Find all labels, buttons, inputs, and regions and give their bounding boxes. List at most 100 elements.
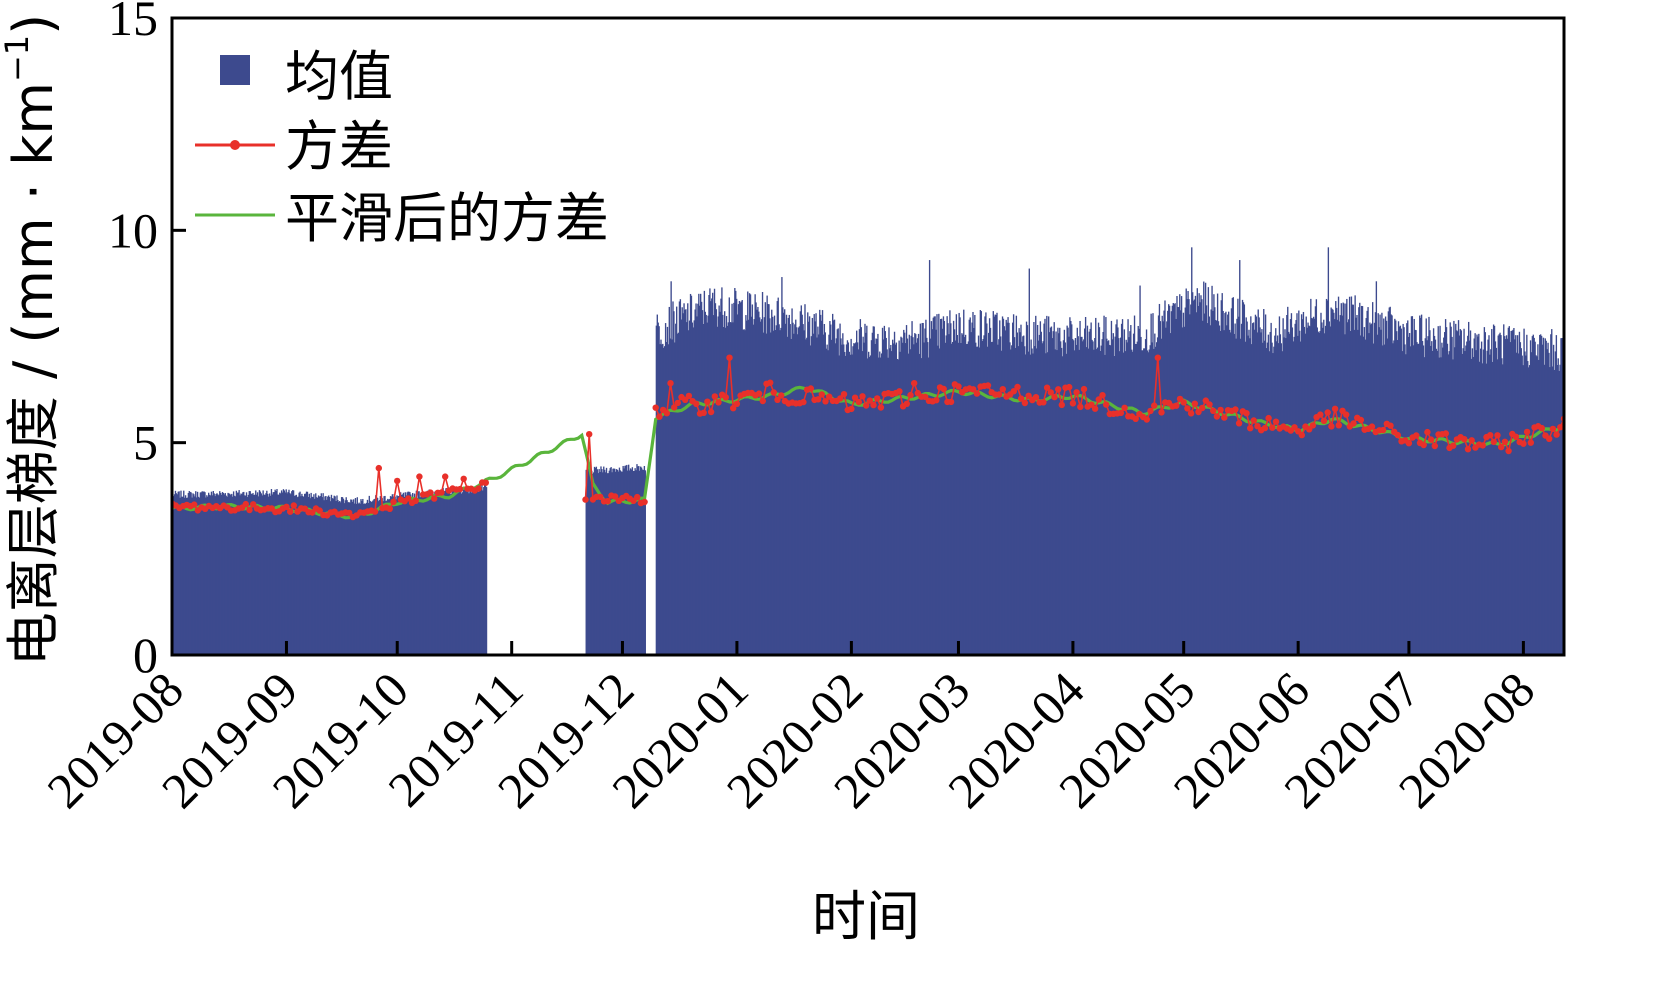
variance-point <box>1221 414 1227 420</box>
variance-point <box>1151 402 1157 408</box>
variance-point <box>1406 440 1412 446</box>
variance-point <box>1055 386 1061 392</box>
variance-point <box>1413 432 1419 438</box>
variance-point <box>1336 422 1342 428</box>
variance-point <box>1273 419 1279 425</box>
variance-point <box>586 431 592 437</box>
y-axis-title-sup: −1 <box>0 35 36 82</box>
variance-point <box>1214 413 1220 419</box>
variance-point <box>1192 401 1198 407</box>
variance-point <box>948 399 954 405</box>
variance-point <box>1487 432 1493 438</box>
variance-point <box>1066 384 1072 390</box>
legend-variance-label: 方差 <box>285 115 393 178</box>
variance-point <box>1217 407 1223 413</box>
variance-point <box>1092 406 1098 412</box>
variance-point <box>726 355 732 361</box>
variance-point <box>416 473 422 479</box>
variance-point <box>1332 406 1338 412</box>
variance-point <box>760 398 766 404</box>
variance-point <box>756 390 762 396</box>
variance-point <box>394 478 400 484</box>
variance-point <box>1505 448 1511 454</box>
variance-point <box>475 485 481 491</box>
variance-point <box>1343 411 1349 417</box>
variance-point <box>431 495 437 501</box>
variance-point <box>1236 420 1242 426</box>
variance-point <box>390 499 396 505</box>
variance-point <box>1321 418 1327 424</box>
variance-point <box>1099 392 1105 398</box>
variance-point <box>605 498 611 504</box>
y-tick-label: 5 <box>133 415 158 471</box>
legend-mean-label: 均值 <box>285 45 393 108</box>
variance-point <box>442 473 448 479</box>
variance-point <box>438 489 444 495</box>
variance-point <box>778 392 784 398</box>
variance-point <box>1014 384 1020 390</box>
legend: 均值 方差 平滑后的方差 <box>195 45 609 250</box>
variance-point <box>1553 431 1559 437</box>
y-tick-label: 10 <box>108 202 158 258</box>
variance-point <box>1243 410 1249 416</box>
variance-point <box>1387 423 1393 429</box>
variance-point <box>1421 442 1427 448</box>
variance-point <box>291 502 297 508</box>
variance-point <box>1070 400 1076 406</box>
variance-point <box>767 380 773 386</box>
variance-point <box>246 507 252 513</box>
variance-point <box>701 410 707 416</box>
variance-point <box>1395 432 1401 438</box>
variance-point <box>1513 434 1519 440</box>
variance-point <box>1350 420 1356 426</box>
variance-point <box>1524 429 1530 435</box>
variance-point <box>874 395 880 401</box>
variance-point <box>1188 410 1194 416</box>
variance-point <box>1465 446 1471 452</box>
x-axis: 2019-082019-092019-102019-112019-122020-… <box>36 641 1545 819</box>
variance-point <box>457 486 463 492</box>
variance-point <box>933 397 939 403</box>
svg-text:电离层梯度 / (mm · km−1): 电离层梯度 / (mm · km−1) <box>0 14 65 666</box>
variance-point <box>1358 417 1364 423</box>
variance-point <box>641 499 647 505</box>
variance-point <box>1269 425 1275 431</box>
variance-point <box>693 401 699 407</box>
variance-point <box>1081 386 1087 392</box>
legend-mean-swatch <box>220 55 250 85</box>
variance-point <box>819 391 825 397</box>
variance-point <box>1528 440 1534 446</box>
variance-point <box>1251 417 1257 423</box>
variance-point <box>1073 389 1079 395</box>
variance-point <box>1502 439 1508 445</box>
variance-point <box>704 399 710 405</box>
variance-point <box>1206 401 1212 407</box>
variance-point <box>1328 423 1334 429</box>
variance-point <box>413 498 419 504</box>
variance-point <box>1040 399 1046 405</box>
variance-point <box>1155 355 1161 361</box>
x-axis-title: 时间 <box>812 885 920 948</box>
variance-point <box>1380 427 1386 433</box>
variance-point <box>1369 423 1375 429</box>
variance-point <box>848 406 854 412</box>
variance-point <box>1210 408 1216 414</box>
variance-point <box>287 509 293 515</box>
variance-point <box>582 496 588 502</box>
variance-point <box>1022 400 1028 406</box>
variance-point <box>1000 386 1006 392</box>
variance-point <box>1077 404 1083 410</box>
variance-point <box>896 388 902 394</box>
variance-point <box>427 489 433 495</box>
variance-point <box>1428 436 1434 442</box>
variance-point <box>1121 405 1127 411</box>
variance-point <box>1443 430 1449 436</box>
variance-point <box>1181 399 1187 405</box>
variance-point <box>856 399 862 405</box>
variance-point <box>1325 409 1331 415</box>
variance-point <box>664 410 670 416</box>
variance-point <box>1424 429 1430 435</box>
variance-point <box>1461 436 1467 442</box>
y-tick-label: 15 <box>108 0 158 46</box>
